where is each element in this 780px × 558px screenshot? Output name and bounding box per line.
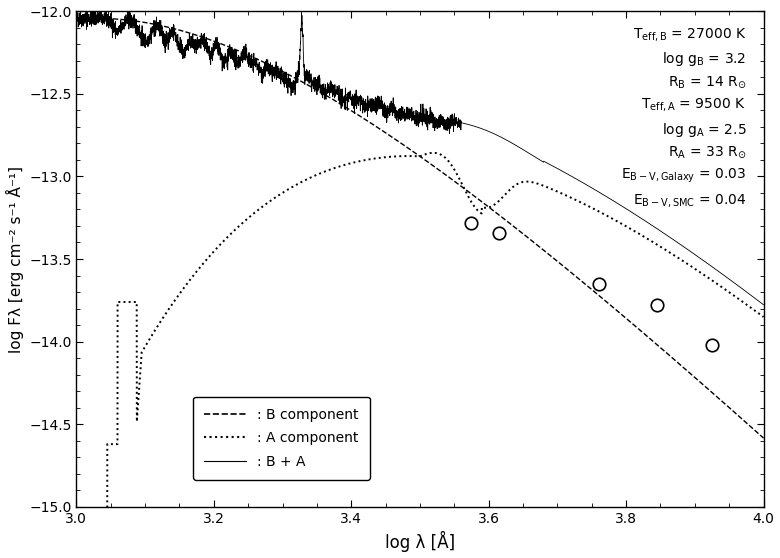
Legend: : B component, : A component, : B + A: : B component, : A component, : B + A [193,397,370,480]
: B component: (3, -12.1): B component: (3, -12.1) [72,16,81,23]
: B component: (3.65, -13.3): B component: (3.65, -13.3) [519,230,528,237]
: B + A: (3, -12): B + A: (3, -12) [72,14,81,21]
: B + A: (3.6, -12.7): B + A: (3.6, -12.7) [484,128,493,134]
: B component: (3.03, -12): B component: (3.03, -12) [93,15,102,22]
: A component: (3.75, -13.2): A component: (3.75, -13.2) [584,203,594,210]
: B component: (3.82, -13.9): B component: (3.82, -13.9) [636,328,646,335]
: B + A: (3.82, -13.3): B + A: (3.82, -13.3) [636,215,646,222]
: A component: (3.18, -13.5): A component: (3.18, -13.5) [197,263,206,270]
: B + A: (4, -13.8): B + A: (4, -13.8) [759,301,768,308]
: B + A: (3.75, -13.1): B + A: (3.75, -13.1) [584,183,594,190]
Line: : B component: : B component [76,18,764,438]
: B + A: (3.65, -12.8): B + A: (3.65, -12.8) [519,146,528,153]
: B component: (3.6, -13.2): B component: (3.6, -13.2) [484,204,493,210]
X-axis label: log λ [Å]: log λ [Å] [385,531,455,552]
: B component: (3.75, -13.7): B component: (3.75, -13.7) [584,284,594,291]
: B + A: (3.04, -11.9): B + A: (3.04, -11.9) [101,0,110,6]
Y-axis label: log Fλ [erg cm⁻² s⁻¹ Å⁻¹]: log Fλ [erg cm⁻² s⁻¹ Å⁻¹] [5,166,23,353]
: B component: (3.38, -12.6): B component: (3.38, -12.6) [335,100,344,107]
: A component: (4, -13.9): A component: (4, -13.9) [759,314,768,320]
: A component: (3.6, -13.2): A component: (3.6, -13.2) [484,204,493,211]
: A component: (3.52, -12.9): A component: (3.52, -12.9) [429,150,438,156]
Line: : A component: : A component [76,153,764,558]
: B + A: (3.38, -12.5): B + A: (3.38, -12.5) [335,82,344,89]
: A component: (3.82, -13.4): A component: (3.82, -13.4) [636,232,646,238]
: B component: (4, -14.6): B component: (4, -14.6) [759,435,768,441]
: A component: (3.38, -12.9): A component: (3.38, -12.9) [334,163,343,170]
: B + A: (3.18, -12.1): B + A: (3.18, -12.1) [197,30,206,37]
: B component: (3.18, -12.2): B component: (3.18, -12.2) [197,33,206,40]
: A component: (3.65, -13): A component: (3.65, -13) [519,179,528,185]
Line: : B + A: : B + A [76,2,764,305]
Text: T$_{\rm eff,B}$ = 27000 K
log g$_{\rm B}$ = 3.2
R$_{\rm B}$ = 14 R$_{\odot}$
T$_: T$_{\rm eff,B}$ = 27000 K log g$_{\rm B}… [621,26,746,209]
